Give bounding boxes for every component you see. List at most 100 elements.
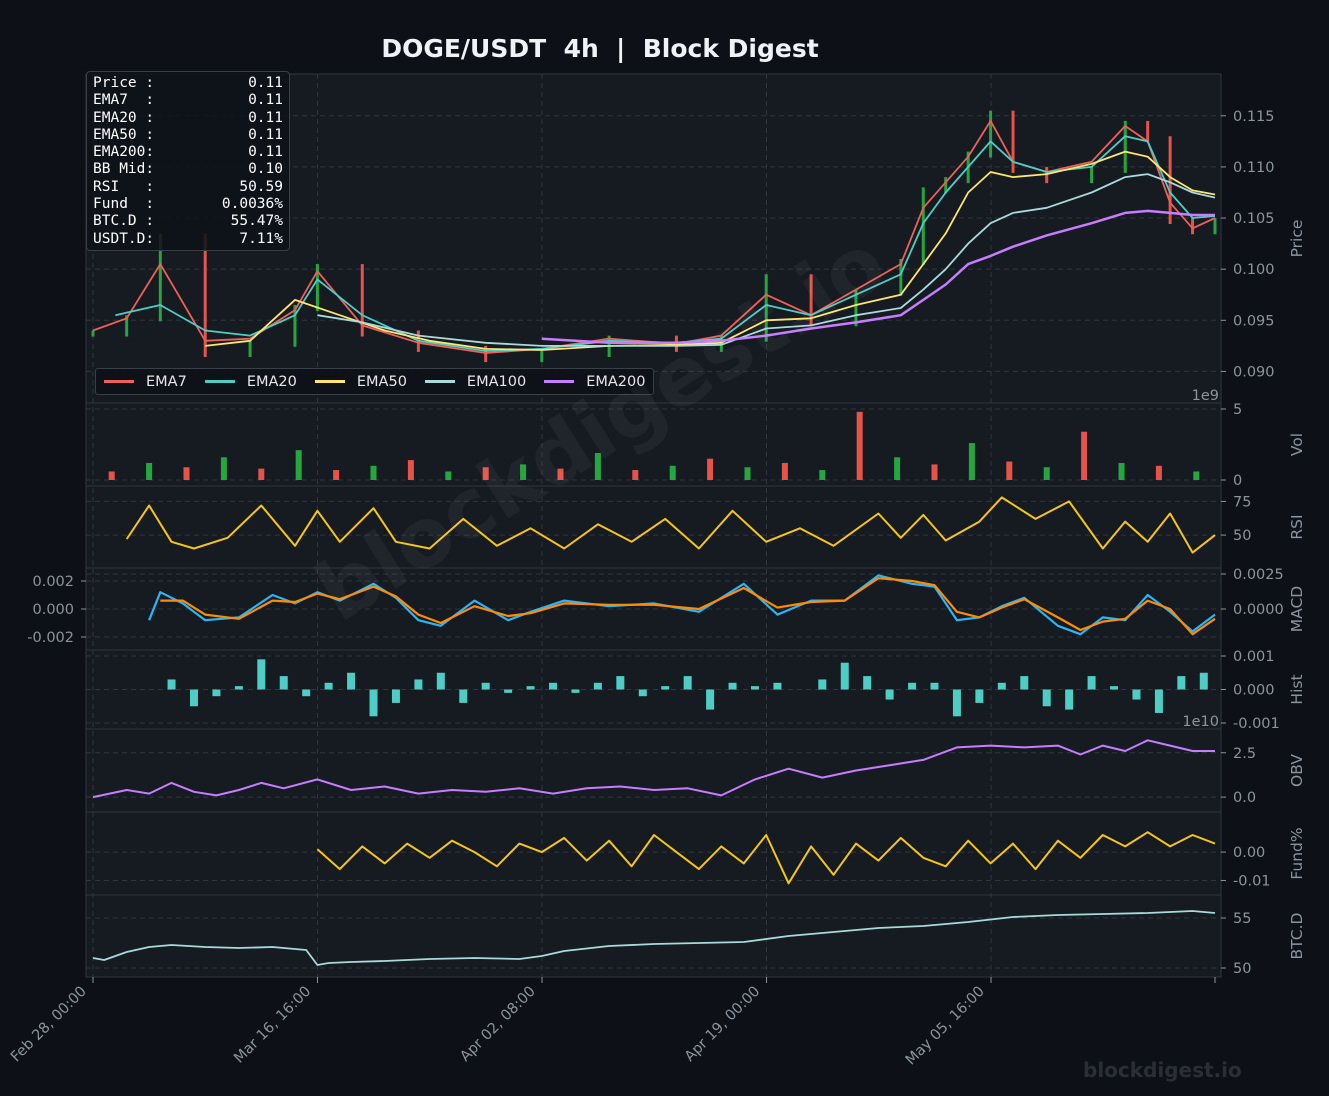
info-row: EMA7 : 0.11 xyxy=(93,92,283,109)
y-axis-label: Vol xyxy=(1288,433,1306,456)
hist-bar xyxy=(571,689,580,693)
hist-bar xyxy=(908,682,917,690)
y-tick-label: 0.0025 xyxy=(1233,567,1284,583)
series-signal xyxy=(160,577,1216,636)
panel-obv xyxy=(85,728,1222,813)
legend-label: EMA20 xyxy=(246,373,297,390)
hist-bar xyxy=(347,672,356,690)
legend-item-ema200: EMA200 xyxy=(544,374,645,390)
hist-bar xyxy=(369,689,378,717)
legend-swatch xyxy=(104,380,134,383)
hist-bar xyxy=(706,689,715,710)
x-tick-label: Feb 28, 00:00 xyxy=(8,984,90,1066)
y-axis-label: RSI xyxy=(1288,514,1306,539)
y-tick-label: 0.115 xyxy=(1233,109,1275,125)
y-tick-label: 0 xyxy=(1233,473,1242,489)
y-tick-label: 55 xyxy=(1233,911,1251,927)
info-label: BTC.D : xyxy=(93,213,155,230)
hist-bar xyxy=(1110,686,1119,690)
legend-swatch xyxy=(314,380,345,383)
info-row: USDT.D: 7.11% xyxy=(93,231,283,248)
legend-swatch xyxy=(204,380,235,383)
x-tick-label: Apr 19, 00:00 xyxy=(682,984,763,1065)
volume-bar xyxy=(146,462,153,480)
hist-bar xyxy=(952,689,961,717)
volume-bar xyxy=(594,453,601,480)
hist-bar xyxy=(773,682,782,690)
hist-bar xyxy=(279,676,288,690)
volume-bar xyxy=(632,470,639,480)
hist-bar xyxy=(481,682,490,690)
volume-bar xyxy=(520,464,527,480)
hist-bar xyxy=(1132,689,1141,700)
y-axis-label: Price xyxy=(1288,220,1306,258)
y-tick-label: -0.01 xyxy=(1233,873,1271,889)
hist-bar xyxy=(324,682,333,690)
hist-bar xyxy=(616,676,625,690)
info-label: Fund : xyxy=(93,196,155,213)
y-tick-label: 50 xyxy=(1233,961,1251,977)
hist-bar xyxy=(167,679,176,690)
info-row: BB Mid: 0.10 xyxy=(93,161,283,178)
volume-bar xyxy=(445,471,452,480)
y-tick-label: 0.00 xyxy=(1233,845,1265,861)
y-tick-label: 2.5 xyxy=(1233,746,1256,762)
hist-bar xyxy=(391,689,400,703)
series-ema50 xyxy=(205,150,1216,351)
watermark-corner: blockdigest.io xyxy=(1083,1058,1242,1082)
y-tick-label-left: -0.002 xyxy=(27,630,74,646)
info-value: 0.11 xyxy=(248,92,283,109)
hist-bar xyxy=(840,662,849,690)
info-label: EMA50 : xyxy=(93,126,155,143)
volume-bar xyxy=(1006,461,1013,480)
y-axis-label: MACD xyxy=(1288,586,1306,633)
legend-label: EMA200 xyxy=(586,373,646,390)
y-axis-label: BTC.D xyxy=(1288,913,1306,960)
y-tick-label: 0.001 xyxy=(1233,649,1275,665)
legend-label: EMA50 xyxy=(356,373,407,390)
hist-bar xyxy=(593,682,602,690)
info-value: 55.47% xyxy=(230,213,283,230)
hist-bar xyxy=(683,676,692,690)
y-tick-label: 0.090 xyxy=(1233,364,1275,380)
info-row: EMA200: 0.11 xyxy=(93,144,283,161)
y-tick-label: -0.001 xyxy=(1233,716,1280,732)
hist-bar xyxy=(504,689,513,693)
hist-bar xyxy=(212,689,221,697)
series-ema200 xyxy=(541,209,1215,345)
y-tick-label: 0.000 xyxy=(1233,683,1275,699)
x-tick-label: May 05, 16:00 xyxy=(903,984,988,1069)
hist-bar xyxy=(975,689,984,703)
hist-bar xyxy=(997,682,1006,690)
hist-bar xyxy=(302,689,311,697)
y-tick-label: 0.0 xyxy=(1233,790,1256,806)
volume-bar xyxy=(482,467,489,480)
series-funding xyxy=(316,831,1216,885)
info-row: RSI : 50.59 xyxy=(93,179,283,196)
hist-bar xyxy=(863,676,872,690)
legend-swatch xyxy=(424,380,455,383)
volume-bar xyxy=(968,443,975,480)
hist-bar xyxy=(1087,676,1096,690)
volume-bar xyxy=(183,467,190,480)
volume-bar xyxy=(258,468,265,480)
info-label: RSI : xyxy=(93,178,155,195)
volume-bar xyxy=(707,458,714,480)
hist-bar xyxy=(189,689,198,707)
info-row: BTC.D : 55.47% xyxy=(93,213,283,230)
volume-bar xyxy=(819,470,826,480)
y-tick-label-left: 0.002 xyxy=(32,574,74,590)
legend-item-ema50: EMA50 xyxy=(314,373,407,390)
info-row: EMA50 : 0.11 xyxy=(93,127,283,144)
volume-bar xyxy=(557,468,564,480)
volume-bar xyxy=(1043,467,1050,480)
series-ema100 xyxy=(317,173,1216,347)
hist-bar xyxy=(818,679,827,690)
volume-bar xyxy=(333,470,340,480)
hist-bar xyxy=(1065,689,1074,710)
info-label: USDT.D: xyxy=(93,230,155,247)
x-tick-label: Mar 16, 16:00 xyxy=(231,984,314,1067)
volume-bar xyxy=(894,457,901,480)
series-ema20 xyxy=(115,135,1216,352)
info-label: Price : xyxy=(93,75,155,91)
